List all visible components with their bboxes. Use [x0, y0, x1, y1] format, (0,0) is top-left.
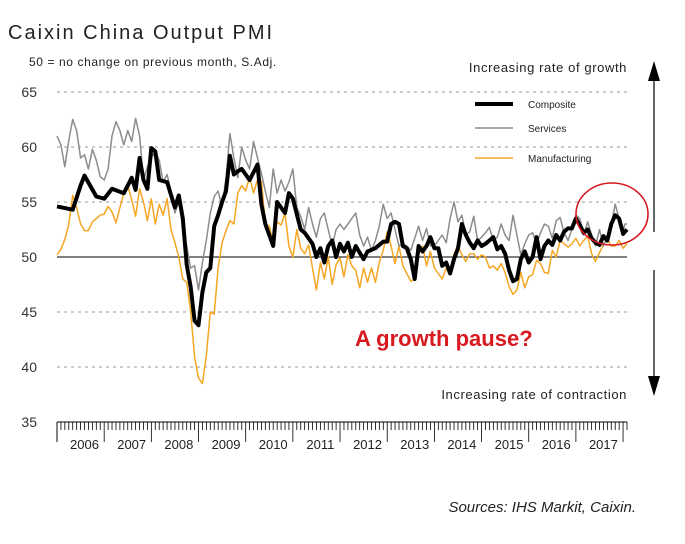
legend: Composite Services Manufacturing	[475, 100, 591, 165]
x-axis: 2006 2007 2008 2009 2010 2011 2012 2013 2014 2015…	[56, 421, 628, 452]
series-line-composite	[56, 146, 629, 328]
x-tick-label: 2010	[259, 437, 288, 452]
x-tick-label: 2014	[447, 437, 476, 452]
legend-label-services: Services	[528, 124, 566, 135]
x-tick-label: 2008	[164, 437, 193, 452]
y-tick-label: 35	[21, 414, 37, 430]
contraction-label: Increasing rate of contraction	[441, 387, 627, 402]
x-tick-label: 2015	[495, 437, 524, 452]
growth-arrow	[648, 61, 660, 232]
series-lines	[56, 117, 629, 385]
y-tick-label: 40	[21, 359, 37, 375]
callout-text: A growth pause?	[355, 326, 533, 351]
sources-note: Sources: IHS Markit, Caixin.	[448, 499, 636, 516]
y-tick-label: 55	[21, 194, 37, 210]
contraction-arrow	[648, 270, 660, 396]
x-tick-label: 2017	[589, 437, 618, 452]
y-tick-label: 65	[21, 84, 37, 100]
x-tick-label: 2009	[212, 437, 241, 452]
y-tick-label: 50	[21, 249, 37, 265]
x-tick-label: 2016	[542, 437, 571, 452]
y-tick-label: 45	[21, 304, 37, 320]
y-tick-label: 60	[21, 139, 37, 155]
y-axis-tick-labels: 35 40 45 50 55 60 65	[21, 84, 37, 430]
x-tick-label: 2013	[400, 437, 429, 452]
series-line-manufacturing	[56, 175, 628, 385]
chart-subtitle: 50 = no change on previous month, S.Adj.	[29, 55, 277, 69]
x-tick-label: 2011	[306, 437, 334, 452]
legend-label-composite: Composite	[528, 100, 576, 111]
x-tick-label: 2006	[70, 437, 99, 452]
chart-title: Caixin China Output PMI	[8, 22, 274, 44]
x-tick-label: 2012	[353, 437, 382, 452]
callout-circle	[575, 182, 649, 246]
legend-label-manufacturing: Manufacturing	[528, 154, 591, 165]
growth-label: Increasing rate of growth	[469, 60, 627, 75]
x-tick-label: 2007	[117, 437, 146, 452]
